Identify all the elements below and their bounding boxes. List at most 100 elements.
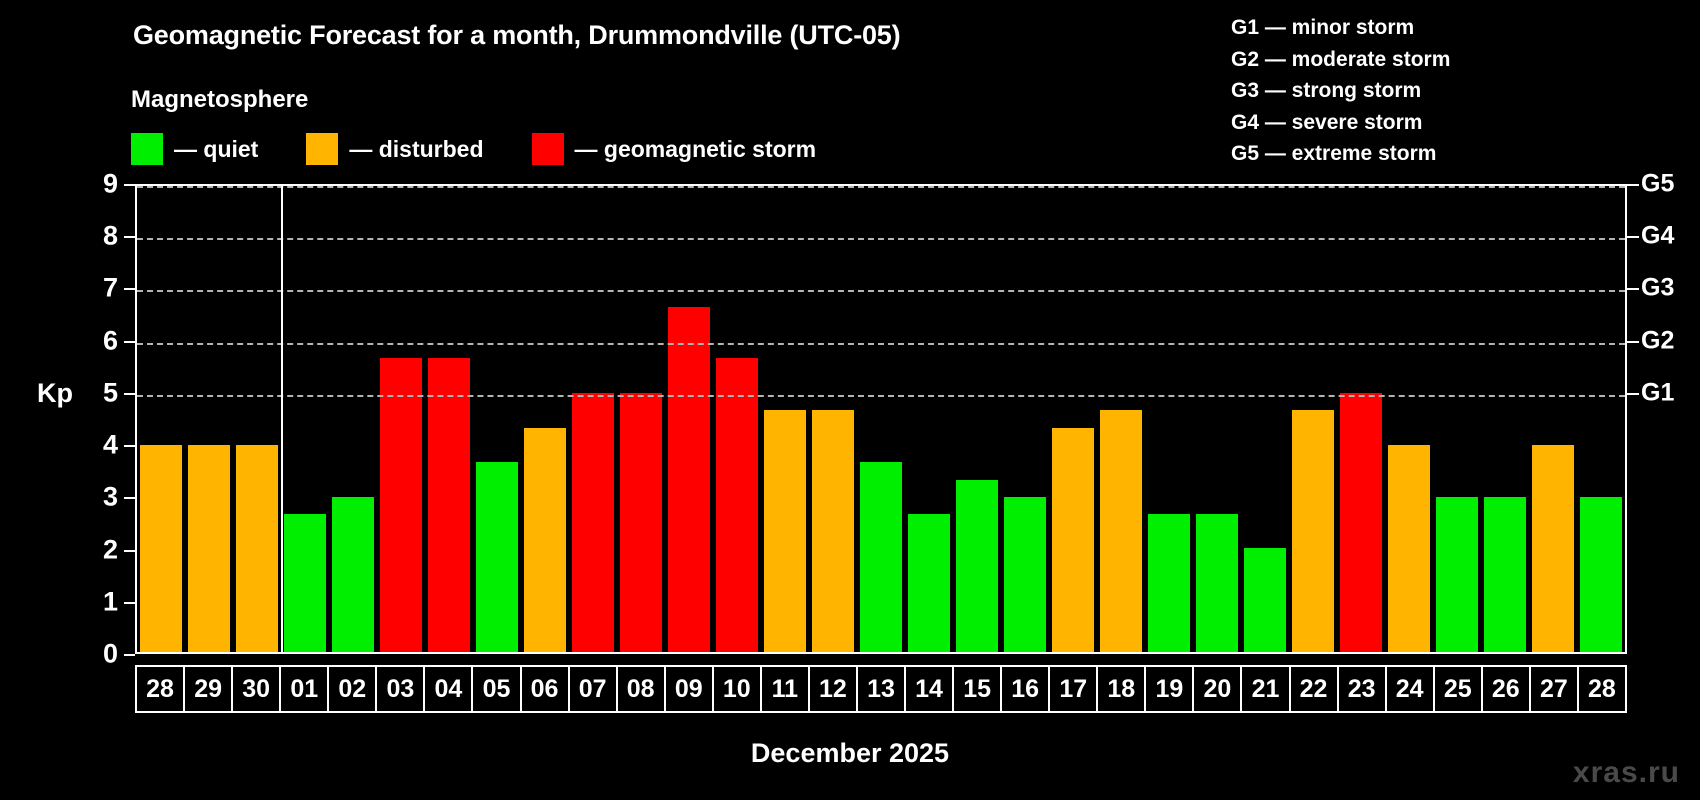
bar-day-18-20[interactable] [1099,410,1143,652]
day-label-23-25[interactable]: 23 [1336,665,1387,713]
bar-day-16-18[interactable] [1003,496,1047,652]
day-label-04-6[interactable]: 04 [423,665,474,713]
g-tick-mark-G1 [1627,392,1639,395]
bar-cell[interactable] [665,186,713,652]
bar-cell[interactable] [1529,186,1577,652]
day-label-26-28[interactable]: 26 [1480,665,1531,713]
g-tick-mark-G4 [1627,236,1639,239]
day-label-03-5[interactable]: 03 [375,665,426,713]
bar-day-29-1[interactable] [187,444,231,652]
day-label-28-0[interactable]: 28 [135,665,186,713]
day-label-25-27[interactable]: 25 [1432,665,1483,713]
bar-day-25-27[interactable] [1435,496,1479,652]
bar-day-26-28[interactable] [1483,496,1527,652]
bar-day-10-12[interactable] [715,358,759,652]
bar-day-28-30[interactable] [1579,496,1623,652]
day-label-01-3[interactable]: 01 [279,665,330,713]
bar-day-17-19[interactable] [1051,427,1095,652]
bar-day-20-22[interactable] [1195,513,1239,652]
bar-cell[interactable] [761,186,809,652]
bar-cell[interactable] [1241,186,1289,652]
bar-day-08-10[interactable] [619,393,663,652]
day-label-05-7[interactable]: 05 [471,665,522,713]
bar-cell[interactable] [1193,186,1241,652]
day-label-14-16[interactable]: 14 [904,665,955,713]
bar-day-19-21[interactable] [1147,513,1191,652]
bar-day-28-0[interactable] [139,444,183,652]
bar-day-05-7[interactable] [475,461,519,652]
day-label-07-9[interactable]: 07 [567,665,618,713]
day-label-13-15[interactable]: 13 [855,665,906,713]
bar-cell[interactable] [809,186,857,652]
day-label-10-12[interactable]: 10 [711,665,762,713]
day-label-22-24[interactable]: 22 [1288,665,1339,713]
bar-cell[interactable] [1001,186,1049,652]
bar-cell[interactable] [905,186,953,652]
bar-cell[interactable] [857,186,905,652]
y-tick-mark-3 [124,497,135,500]
bar-day-04-6[interactable] [427,358,471,652]
bar-cell[interactable] [617,186,665,652]
day-label-29-1[interactable]: 29 [183,665,234,713]
day-label-28-30[interactable]: 28 [1576,665,1627,713]
bar-cell[interactable] [713,186,761,652]
bar-cell[interactable] [329,186,377,652]
day-label-09-11[interactable]: 09 [663,665,714,713]
g-tick-mark-G2 [1627,340,1639,343]
day-label-11-13[interactable]: 11 [759,665,810,713]
bar-cell[interactable] [569,186,617,652]
x-axis-day-labels: 28 29 30 01 02 03 04 05 06 07 08 09 10 11 12 13 14 15 16 17… [135,665,1627,713]
bar-day-27-29[interactable] [1531,444,1575,652]
bar-cell[interactable] [1433,186,1481,652]
g-scale-legend: G1 — minor storm G2 — moderate storm G3 — … [1231,12,1450,170]
bar-day-13-15[interactable] [859,461,903,652]
bar-day-14-16[interactable] [907,513,951,652]
bar-cell[interactable] [1097,186,1145,652]
bar-cell[interactable] [137,186,185,652]
bar-day-23-25[interactable] [1339,393,1383,652]
bar-cell[interactable] [1289,186,1337,652]
bar-cell[interactable] [1481,186,1529,652]
day-label-15-17[interactable]: 15 [952,665,1003,713]
bar-cell[interactable] [281,186,329,652]
bar-day-06-8[interactable] [523,427,567,652]
bar-cell[interactable] [473,186,521,652]
bar-day-21-23[interactable] [1243,548,1287,652]
day-label-18-20[interactable]: 18 [1096,665,1147,713]
day-label-12-14[interactable]: 12 [807,665,858,713]
bar-cell[interactable] [425,186,473,652]
bar-cell[interactable] [233,186,281,652]
day-label-17-19[interactable]: 17 [1048,665,1099,713]
bar-cell[interactable] [185,186,233,652]
bar-day-15-17[interactable] [955,479,999,652]
bar-cell[interactable] [1049,186,1097,652]
bar-cell[interactable] [1385,186,1433,652]
bar-cell[interactable] [377,186,425,652]
bar-cell[interactable] [953,186,1001,652]
bar-day-22-24[interactable] [1291,410,1335,652]
bar-cell[interactable] [1337,186,1385,652]
bar-day-09-11[interactable] [667,306,711,652]
bar-day-07-9[interactable] [571,393,615,652]
day-label-02-4[interactable]: 02 [327,665,378,713]
day-label-16-18[interactable]: 16 [1000,665,1051,713]
bar-day-03-5[interactable] [379,358,423,652]
day-label-06-8[interactable]: 06 [519,665,570,713]
day-label-08-10[interactable]: 08 [615,665,666,713]
bar-day-11-13[interactable] [763,410,807,652]
x-axis-label: December 2025 [750,738,950,768]
bar-cell[interactable] [1577,186,1625,652]
day-label-21-23[interactable]: 21 [1240,665,1291,713]
day-label-30-2[interactable]: 30 [231,665,282,713]
day-label-27-29[interactable]: 27 [1528,665,1579,713]
bar-cell[interactable] [1145,186,1193,652]
bar-day-02-4[interactable] [331,496,375,652]
day-label-19-21[interactable]: 19 [1144,665,1195,713]
bar-day-01-3[interactable] [283,513,327,652]
bar-cell[interactable] [521,186,569,652]
bar-day-30-2[interactable] [235,444,279,652]
day-label-24-26[interactable]: 24 [1384,665,1435,713]
day-label-20-22[interactable]: 20 [1192,665,1243,713]
bar-day-12-14[interactable] [811,410,855,652]
bar-day-24-26[interactable] [1387,444,1431,652]
